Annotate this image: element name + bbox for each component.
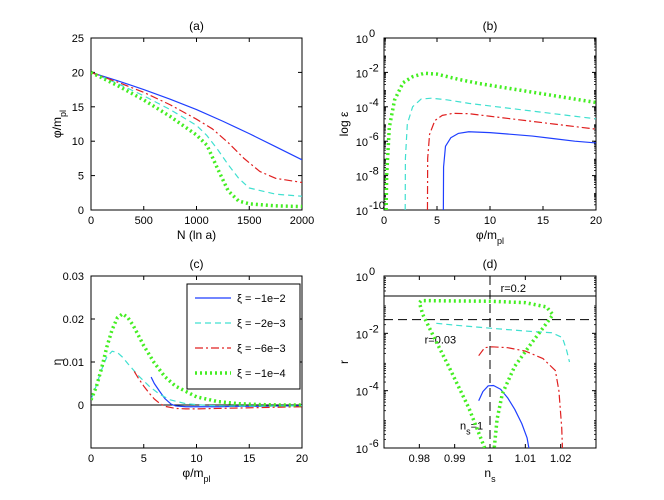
reference-lines: [384, 276, 596, 448]
series-line-3: [133, 371, 302, 410]
plot-frame: [383, 37, 597, 211]
legend-entry-label: ξ = −6e−3: [237, 343, 286, 355]
panel-title: (d): [483, 257, 498, 271]
x-axis-label: φ/mpl: [476, 228, 504, 246]
y-tick-label: 10: [356, 206, 368, 218]
y-tick-exponent: -4: [369, 381, 379, 393]
y-tick-label: 10: [356, 172, 368, 184]
y-tick-exponent: 0: [369, 28, 375, 40]
legend: ξ = −1e−2 ξ = −2e−3 ξ = −6e−3 ξ = −1e−4: [186, 283, 301, 390]
y-tick-label: 20: [72, 67, 84, 79]
y-tick-label: 15: [72, 102, 84, 114]
y-tick-exponent: -8: [369, 166, 379, 178]
y-tick-label: 10: [356, 34, 368, 46]
x-tick-label: 20: [296, 453, 308, 465]
y-tick-exponent: -10: [369, 200, 385, 212]
x-tick-label: 0: [88, 453, 94, 465]
x-tick-label: 0.99: [444, 453, 465, 465]
series-line-4: [91, 312, 302, 407]
y-tick-label: 10: [356, 329, 368, 341]
y-axis-label: log ε: [337, 111, 351, 136]
series-line-2: [404, 97, 596, 210]
series-line-3: [426, 112, 596, 210]
y-tick-label: 10: [356, 68, 368, 80]
x-tick-label: 5: [434, 215, 440, 227]
series-line-1: [91, 71, 302, 161]
y-tick-exponent: -2: [369, 62, 379, 74]
x-tick-label: 1000: [184, 215, 208, 227]
y-tick-exponent: -6: [369, 438, 379, 450]
y-tick-label: 10: [356, 103, 368, 115]
series-line-3: [478, 346, 564, 448]
x-tick-label: 1.02: [550, 453, 571, 465]
legend-entry-label: ξ = −1e−2: [237, 293, 286, 305]
y-tick-exponent: -2: [369, 323, 379, 335]
series-line-1: [442, 131, 596, 210]
x-tick-label: 0: [88, 215, 94, 227]
x-tick-label: 500: [135, 215, 153, 227]
x-tick-label: 10: [190, 453, 202, 465]
y-tick-label: 0.03: [63, 271, 84, 283]
x-axis-label: N (ln a): [177, 228, 216, 242]
x-tick-label: 10: [484, 215, 496, 227]
y-tick-label: 10: [72, 136, 84, 148]
legend-entry-label: ξ = −2e−3: [237, 318, 286, 330]
series-line-2: [91, 350, 302, 407]
y-tick-label: 10: [356, 272, 368, 284]
y-tick-exponent: -4: [369, 97, 379, 109]
x-tick-label: 1.01: [515, 453, 536, 465]
y-tick-label: 0: [78, 400, 84, 412]
series-line-4: [417, 298, 555, 448]
series-line-4: [91, 70, 302, 209]
y-axis-label: η: [50, 359, 64, 366]
x-tick-label: 1500: [237, 215, 261, 227]
y-tick-label: 5: [78, 171, 84, 183]
r-reference-label: r=0.03: [425, 335, 457, 347]
series-group: [384, 71, 596, 210]
x-tick-label: 15: [243, 453, 255, 465]
x-tick-label: 0.98: [409, 453, 430, 465]
x-tick-label: 15: [537, 215, 549, 227]
panel-a: 0 500 1000 1500 2000 0 5 10 15 20 25 (a) N (ln a) φ/m…: [50, 19, 314, 242]
legend-entry-label: ξ = −1e−4: [237, 368, 286, 380]
x-tick-label: 20: [590, 215, 602, 227]
x-tick-label: 0: [381, 215, 387, 227]
x-tick-label: 5: [141, 453, 147, 465]
r-reference-label: r=0.2: [501, 283, 526, 295]
series-line-2: [91, 71, 302, 197]
y-tick-label: 0.02: [63, 314, 84, 326]
panel-title: (c): [190, 257, 204, 271]
series-group: [91, 70, 302, 209]
series-group: [417, 298, 571, 448]
y-tick-label: 10: [356, 387, 368, 399]
y-tick-label: 10: [356, 137, 368, 149]
series-line-4: [384, 71, 596, 210]
y-axis-label: r: [337, 360, 351, 364]
x-tick-label: 1: [487, 453, 493, 465]
series-group: [91, 312, 302, 410]
plot-frame: [90, 37, 303, 211]
x-tick-label: 2000: [290, 215, 314, 227]
y-tick-label: 0: [78, 205, 84, 217]
y-tick-exponent: 0: [369, 266, 375, 278]
x-axis-label: φ/mpl: [182, 466, 210, 484]
y-tick-label: 10: [356, 444, 368, 456]
series-line-3: [91, 71, 302, 184]
y-tick-label: 0.01: [63, 357, 84, 369]
panel-title: (a): [189, 19, 204, 33]
panel-title: (b): [483, 19, 498, 33]
y-axis-label: φ/mpl: [50, 110, 68, 138]
y-tick-exponent: -6: [369, 131, 379, 143]
y-tick-label: 25: [72, 33, 84, 45]
x-axis-label: ns: [484, 466, 496, 484]
